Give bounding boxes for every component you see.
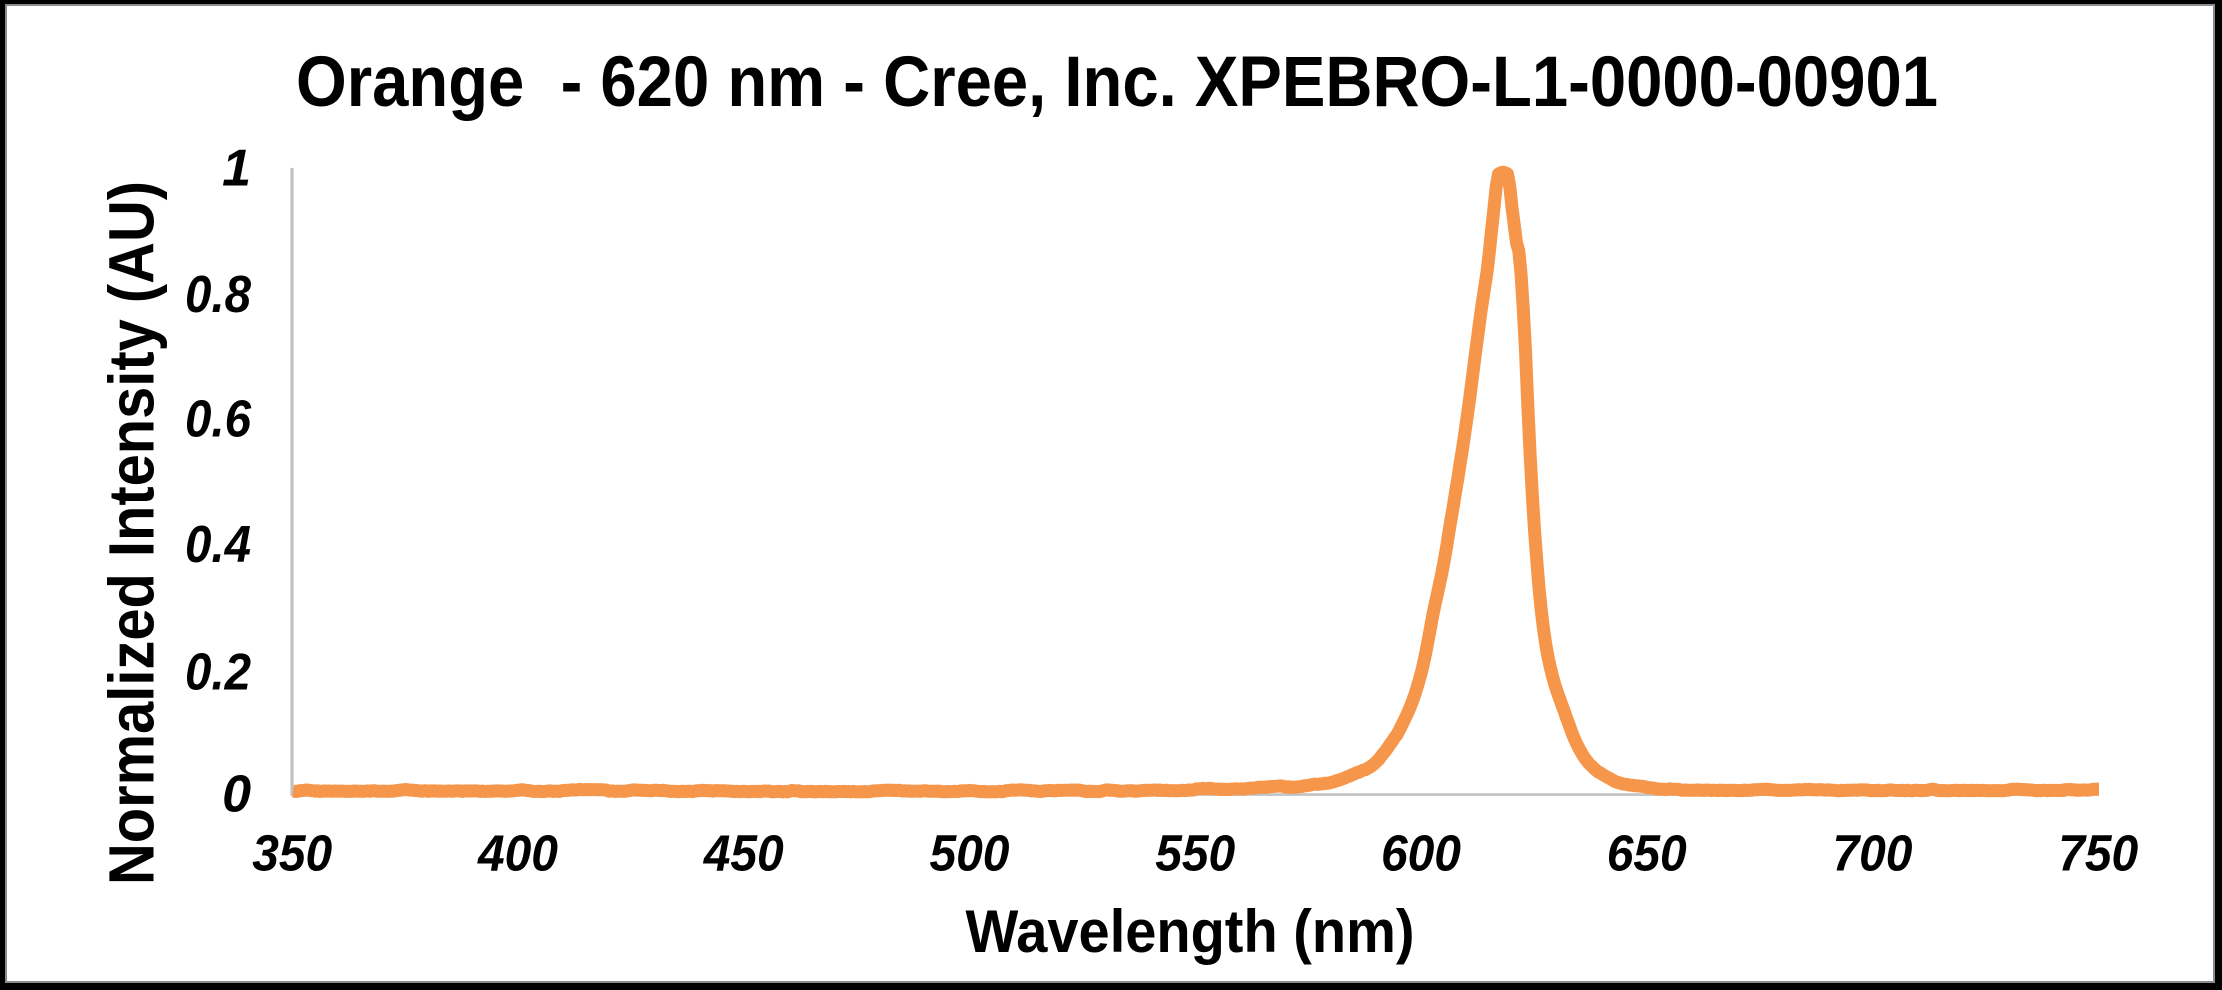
svg-text:0.4: 0.4 — [185, 516, 251, 574]
svg-text:400: 400 — [477, 825, 558, 882]
svg-text:700: 700 — [1832, 825, 1912, 882]
svg-text:600: 600 — [1381, 825, 1461, 882]
svg-text:750: 750 — [2058, 825, 2138, 882]
svg-text:0: 0 — [222, 766, 251, 824]
svg-text:0.8: 0.8 — [185, 266, 251, 324]
svg-text:0.2: 0.2 — [185, 643, 251, 701]
svg-text:1: 1 — [222, 140, 251, 198]
svg-text:450: 450 — [703, 825, 784, 882]
svg-text:500: 500 — [929, 825, 1009, 882]
svg-text:Orange - 620 nm - Cree, Inc.: Orange - 620 nm - Cree, Inc. XPEBRO-L1-0… — [296, 43, 1938, 122]
svg-text:550: 550 — [1155, 825, 1235, 882]
svg-text:0.6: 0.6 — [185, 390, 252, 448]
svg-text:Wavelength (nm): Wavelength (nm) — [966, 897, 1415, 965]
svg-text:350: 350 — [252, 825, 332, 882]
svg-text:Normalized Intensity (AU): Normalized Intensity (AU) — [96, 181, 168, 885]
svg-text:650: 650 — [1607, 825, 1687, 882]
